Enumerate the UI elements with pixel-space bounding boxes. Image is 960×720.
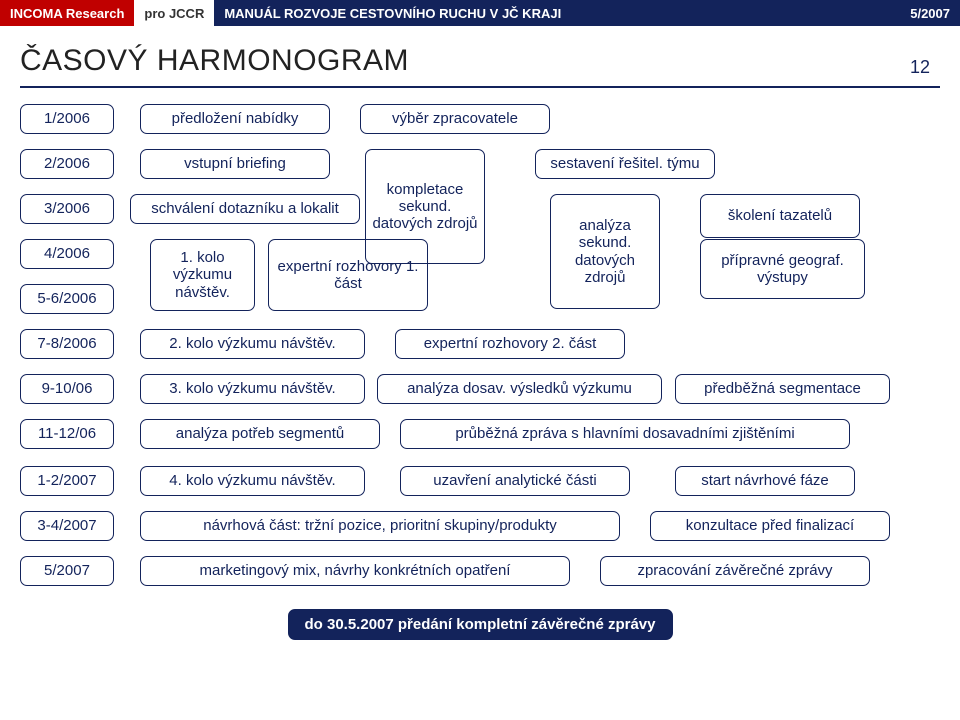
box-dotaznik: schválení dotazníku a lokalit <box>130 194 360 224</box>
box-mix: marketingový mix, návrhy konkrétních opa… <box>140 556 570 586</box>
box-predbezna: předběžná segmentace <box>675 374 890 404</box>
box-start: start návrhové fáze <box>675 466 855 496</box>
header-brand: INCOMA Research <box>0 0 134 26</box>
page-number: 12 <box>910 57 940 78</box>
date-1-2-2007: 1-2/2007 <box>20 466 114 496</box>
date-1-2006: 1/2006 <box>20 104 114 134</box>
header-title: MANUÁL ROZVOJE CESTOVNÍHO RUCHU V JČ KRA… <box>214 0 900 26</box>
box-vyber: výběr zpracovatele <box>360 104 550 134</box>
box-kolo3: 3. kolo výzkumu návštěv. <box>140 374 365 404</box>
date-3-2006: 3/2006 <box>20 194 114 224</box>
doc-header: INCOMA Research pro JCCR MANUÁL ROZVOJE … <box>0 0 960 26</box>
box-kolo4: 4. kolo výzkumu návštěv. <box>140 466 365 496</box>
box-geograf: přípravné geograf. výstupy <box>700 239 865 299</box>
header-client: pro JCCR <box>134 0 214 26</box>
date-5-6-2006: 5-6/2006 <box>20 284 114 314</box>
box-briefing: vstupní briefing <box>140 149 330 179</box>
box-kompletace: kompletace sekund. datových zdrojů <box>365 149 485 264</box>
date-5-2007: 5/2007 <box>20 556 114 586</box>
box-prubezna: průběžná zpráva s hlavními dosavadními z… <box>400 419 850 449</box>
box-analyza-sd: analýza sekund. datových zdrojů <box>550 194 660 309</box>
box-dosav: analýza dosav. výsledků výzkumu <box>377 374 662 404</box>
box-uzavreni: uzavření analytické části <box>400 466 630 496</box>
box-kolo1: 1. kolo výzkumu návštěv. <box>150 239 255 311</box>
date-3-4-2007: 3-4/2007 <box>20 511 114 541</box>
footer-box: do 30.5.2007 předání kompletní závěrečné… <box>288 609 673 640</box>
date-4-2006: 4/2006 <box>20 239 114 269</box>
box-zaverecna: zpracování závěrečné zprávy <box>600 556 870 586</box>
header-date: 5/2007 <box>900 0 960 26</box>
box-potreb: analýza potřeb segmentů <box>140 419 380 449</box>
box-rozh2: expertní rozhovory 2. část <box>395 329 625 359</box>
box-resitel: sestavení řešitel. týmu <box>535 149 715 179</box>
box-kolo2: 2. kolo výzkumu návštěv. <box>140 329 365 359</box>
box-navrhova: návrhová část: tržní pozice, prioritní s… <box>140 511 620 541</box>
schedule-grid: do 30.5.2007 předání kompletní závěrečné… <box>20 104 940 664</box>
box-nabidka: předložení nabídky <box>140 104 330 134</box>
date-2-2006: 2/2006 <box>20 149 114 179</box>
box-skoleni: školení tazatelů <box>700 194 860 238</box>
date-7-8-2006: 7-8/2006 <box>20 329 114 359</box>
title-rule <box>20 86 940 88</box>
title-bar: ČASOVÝ HARMONOGRAM 12 <box>0 26 960 86</box>
date-9-10-06: 9-10/06 <box>20 374 114 404</box>
box-konzultace: konzultace před finalizací <box>650 511 890 541</box>
footer-row: do 30.5.2007 předání kompletní závěrečné… <box>20 609 940 640</box>
date-11-12-06: 11-12/06 <box>20 419 114 449</box>
page-title: ČASOVÝ HARMONOGRAM <box>20 44 910 78</box>
